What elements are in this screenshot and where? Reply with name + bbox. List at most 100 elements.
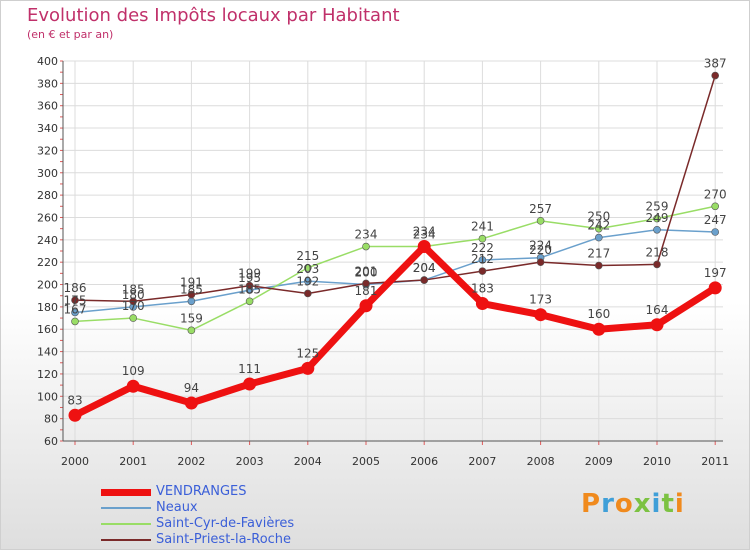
data-label-vendranges: 183 [471,282,494,296]
x-tick-label: 2011 [701,455,729,468]
data-point-saint-priest-la-roche [187,290,196,299]
data-point-vendranges [650,318,664,332]
data-label-saint-priest-la-roche: 185 [122,282,145,296]
data-point-saint-priest-la-roche [129,297,137,306]
data-label-neaux: 247 [704,213,727,227]
data-point-saint-cyr-de-favi-res [594,224,603,233]
y-tick-label: 360 [37,100,58,113]
data-label-neaux: 249 [646,211,669,225]
logo-letter: P [581,489,602,519]
data-label-saint-cyr-de-favi-res: 259 [646,200,669,214]
data-point-saint-priest-la-roche [478,267,487,275]
legend-label: Neaux [156,500,198,515]
data-label-saint-priest-la-roche: 204 [413,261,436,275]
legend-label: Saint-Priest-la-Roche [156,532,292,547]
logo-letter: r [601,489,615,519]
logo-letter: o [614,489,634,519]
data-point-saint-priest-la-roche [594,261,603,270]
data-point-vendranges [534,308,548,322]
series [68,71,722,422]
y-tick-label: 260 [37,211,58,224]
data-point-vendranges [68,408,82,422]
data-label-saint-cyr-de-favi-res: 270 [704,187,727,201]
x-tick-label: 2009 [585,455,613,468]
data-label-saint-cyr-de-favi-res: 241 [471,220,494,234]
data-point-neaux [303,277,312,285]
data-label-saint-priest-la-roche: 199 [238,267,261,281]
data-label-saint-priest-la-roche: 212 [471,252,494,266]
axes: 60 80 100 120 140 160 180 200 220 240 260 280 300 320… [37,55,729,468]
series-line-neaux [74,229,716,314]
y-tick-label: 220 [37,256,58,269]
data-label-vendranges: 160 [587,307,610,321]
data-label-vendranges: 173 [529,293,552,307]
data-point-saint-priest-la-roche [303,289,312,298]
y-tick-label: 240 [37,234,58,247]
data-point-vendranges [592,322,606,336]
data-label-saint-cyr-de-favi-res: 234 [413,228,436,242]
series-line-saint-cyr-de-favi-res [74,205,716,332]
y-tick-label: 280 [37,189,58,202]
x-tick-label: 2007 [468,455,496,468]
data-label-vendranges: 234 [413,225,436,239]
data-point-vendranges [184,396,198,410]
y-tick-label: 320 [37,144,58,157]
series-line-saint-priest-la-roche [74,75,716,303]
legend-swatch [101,488,151,496]
data-label-vendranges: 181 [355,284,378,298]
data-label-saint-priest-la-roche: 201 [355,264,378,278]
x-tick-label: 2001 [119,455,147,468]
data-point-vendranges [475,297,489,311]
x-tick-label: 2010 [643,455,671,468]
data-point-vendranges [359,299,373,313]
data-label-saint-priest-la-roche: 220 [529,243,552,257]
data-label-neaux: 204 [413,261,436,275]
y-tick-label: 340 [37,122,58,135]
legend-label: Saint-Cyr-de-Favières [156,516,295,531]
data-label-saint-priest-la-roche: 192 [296,274,319,288]
data-point-vendranges [243,377,257,391]
data-label-saint-priest-la-roche: 387 [704,57,727,71]
data-label-saint-cyr-de-favi-res: 167 [64,302,87,316]
data-point-saint-priest-la-roche [653,260,661,269]
data-point-vendranges [301,361,315,375]
data-point-saint-cyr-de-favi-res [303,263,312,272]
series-line-vendranges [73,243,718,419]
data-label-neaux: 242 [587,219,610,233]
data-point-neaux [594,233,603,242]
data-point-vendranges [708,281,722,295]
data-label-neaux: 185 [180,282,203,296]
data-point-saint-cyr-de-favi-res [478,234,487,243]
data-label-neaux: 180 [122,288,145,302]
x-tick-label: 2002 [177,455,205,468]
data-label-neaux: 222 [471,241,494,255]
logo-letter: i [674,489,685,519]
y-tick-label: 400 [37,55,58,68]
data-label-saint-cyr-de-favi-res: 159 [180,311,203,325]
legend-swatch [101,523,151,525]
x-tick-label: 2006 [410,455,438,468]
y-tick-label: 300 [37,167,58,180]
x-tick-label: 2008 [527,455,555,468]
grid [63,60,723,442]
logo-letter: t [661,489,675,519]
data-point-saint-priest-la-roche [711,71,720,80]
y-tick-label: 120 [37,368,58,381]
data-label-saint-priest-la-roche: 218 [646,245,669,259]
logo-letter: i [651,489,662,519]
y-tick-label: 60 [44,435,58,448]
data-point-saint-cyr-de-favi-res [711,202,720,211]
data-label-saint-priest-la-roche: 217 [587,247,610,261]
data-point-neaux [478,256,487,264]
data-label-saint-priest-la-roche: 191 [180,276,203,290]
data-point-saint-priest-la-roche [536,258,545,266]
data-label-vendranges: 83 [67,393,82,407]
x-tick-label: 2005 [352,455,380,468]
data-label-saint-cyr-de-favi-res: 215 [296,249,319,263]
y-tick-label: 180 [37,301,58,314]
data-point-saint-cyr-de-favi-res [362,242,370,251]
y-tick-label: 160 [37,323,58,336]
proxiti-logo: Proxiti [581,489,685,519]
